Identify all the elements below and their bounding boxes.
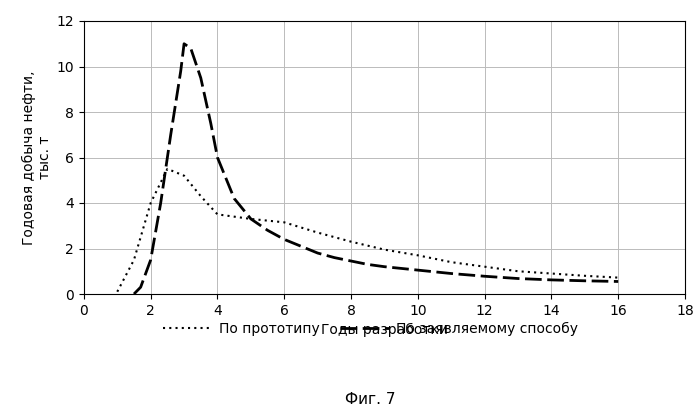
Y-axis label: Годовая добыча нефти,
тыс. т: Годовая добыча нефти, тыс. т <box>22 70 52 245</box>
Text: Фиг. 7: Фиг. 7 <box>345 392 396 407</box>
X-axis label: Годы разработки: Годы разработки <box>321 323 448 337</box>
Legend: По прототипу, По заявляемому способу: По прототипу, По заявляемому способу <box>157 316 584 341</box>
